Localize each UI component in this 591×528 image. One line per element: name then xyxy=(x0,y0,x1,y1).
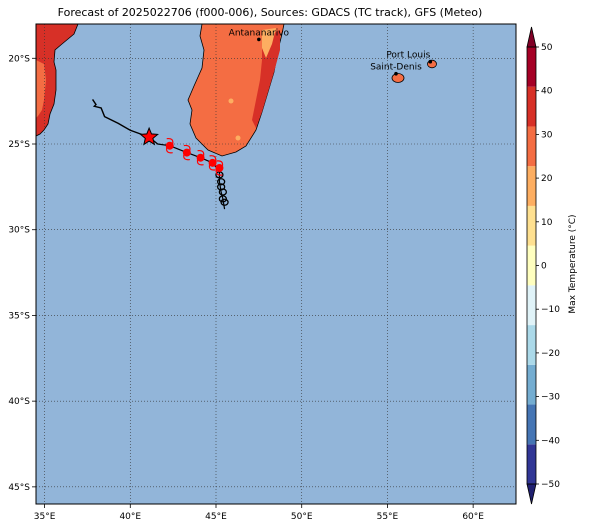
lat-tick-label: 30°S xyxy=(8,226,30,236)
cyclone-symbol[interactable] xyxy=(196,149,205,166)
lon-tick-label: 35°E xyxy=(34,512,56,522)
cyclone-core xyxy=(208,158,217,167)
colorbar-label: Max Temperature (°C) xyxy=(568,214,578,313)
cyclone-core xyxy=(215,164,224,172)
colorbar-segment xyxy=(527,404,536,445)
city-label: Antananarivo xyxy=(229,28,290,38)
colorbar[interactable]: −50 −40 −30 −20 −10 0 10 20 30 40 50 xyxy=(526,26,560,505)
cyclone-core xyxy=(182,148,191,157)
cyclone-core xyxy=(165,141,174,150)
colorbar-segment xyxy=(527,444,536,484)
map-title: Forecast of 2025022706 (f000-006), Sourc… xyxy=(57,6,483,19)
madagascar-hot-ridge xyxy=(252,30,280,128)
cyclone-arm xyxy=(216,160,224,167)
current-position-star[interactable] xyxy=(139,126,159,146)
city-marker xyxy=(428,59,433,64)
cyclone-arm xyxy=(215,169,223,176)
colorbar-tick-label: 20 xyxy=(541,174,553,184)
cyclone-symbol[interactable] xyxy=(208,155,217,171)
map-frame xyxy=(35,23,517,505)
africa-landmass xyxy=(36,24,79,137)
axis-ticks: 35°E 40°E 45°E 50°E 55°E 60°E 20°S 25°S 30°S 35°S… xyxy=(8,54,484,522)
map-area[interactable]: Antananarivo Port Louis Saint-Denis xyxy=(36,24,516,504)
colorbar-segment xyxy=(527,364,536,405)
cyclone-arm xyxy=(183,144,191,151)
lon-tick-label: 50°E xyxy=(291,512,313,522)
colorbar-tick-label: 50 xyxy=(541,43,553,53)
past-track-line[interactable] xyxy=(91,99,150,138)
lat-tick-label: 25°S xyxy=(8,140,30,150)
lat-tick-label: 20°S xyxy=(8,54,30,64)
colorbar-segment xyxy=(527,126,536,167)
colorbar-tick-label: −50 xyxy=(541,480,560,490)
lat-tick-label: 40°S xyxy=(8,397,30,407)
colorbar-segment xyxy=(527,86,536,127)
cyclone-arm xyxy=(183,154,190,161)
cyclone-symbol[interactable] xyxy=(165,137,174,154)
lon-tick-label: 60°E xyxy=(462,512,484,522)
cyclone-symbol[interactable] xyxy=(215,160,224,176)
colorbar-tick-label: −20 xyxy=(541,349,560,359)
lat-tick-label: 45°S xyxy=(8,483,30,493)
cyclone-arm xyxy=(196,159,204,166)
colorbar-segment xyxy=(527,205,536,246)
city-marker xyxy=(257,37,261,42)
colorbar-tick-label: 40 xyxy=(541,87,553,97)
city-marker xyxy=(394,71,398,76)
city-label: Port Louis xyxy=(386,51,430,61)
reunion-island xyxy=(391,73,405,83)
africa-warm-zone xyxy=(36,60,46,118)
madagascar-cool-highland xyxy=(262,28,276,58)
track-loop xyxy=(218,188,228,196)
lat-tick-label: 35°S xyxy=(8,311,30,321)
colorbar-tick-label: −30 xyxy=(541,393,560,403)
colorbar-segment xyxy=(527,325,536,365)
track-loop xyxy=(216,178,226,186)
colorbar-tick-label: −40 xyxy=(541,436,560,446)
cyclone-core xyxy=(196,153,205,162)
city-label: Saint-Denis xyxy=(370,63,422,73)
colorbar-segment xyxy=(527,245,536,286)
cyclone-arm xyxy=(197,149,205,156)
lon-tick-label: 40°E xyxy=(119,512,141,522)
highland-spot xyxy=(228,98,234,104)
highland-spot xyxy=(235,135,241,141)
lon-tick-label: 55°E xyxy=(377,512,399,522)
gridlines xyxy=(36,24,516,504)
colorbar-tick-label: 0 xyxy=(541,262,547,272)
track-loop xyxy=(220,198,229,206)
cities: Antananarivo Port Louis Saint-Denis xyxy=(229,28,433,76)
cyclone-arm xyxy=(209,155,217,161)
ocean xyxy=(36,24,516,504)
colorbar-tick-label: −10 xyxy=(541,305,560,315)
cyclone-arm xyxy=(165,147,173,154)
storm-track[interactable] xyxy=(91,99,229,210)
colorbar-under-arrow xyxy=(526,483,537,505)
colorbar-tick-label: 30 xyxy=(541,130,553,140)
cyclone-symbol[interactable] xyxy=(182,144,191,161)
colorbar-over-arrow xyxy=(526,26,537,48)
cyclone-arm xyxy=(166,137,174,144)
cyclone-arm xyxy=(208,164,216,171)
colorbar-segment xyxy=(527,47,536,87)
colorbar-segment xyxy=(527,166,536,206)
colorbar-tick-label: 10 xyxy=(541,218,553,228)
colorbar-segment xyxy=(527,285,536,326)
lon-tick-label: 45°E xyxy=(205,512,227,522)
